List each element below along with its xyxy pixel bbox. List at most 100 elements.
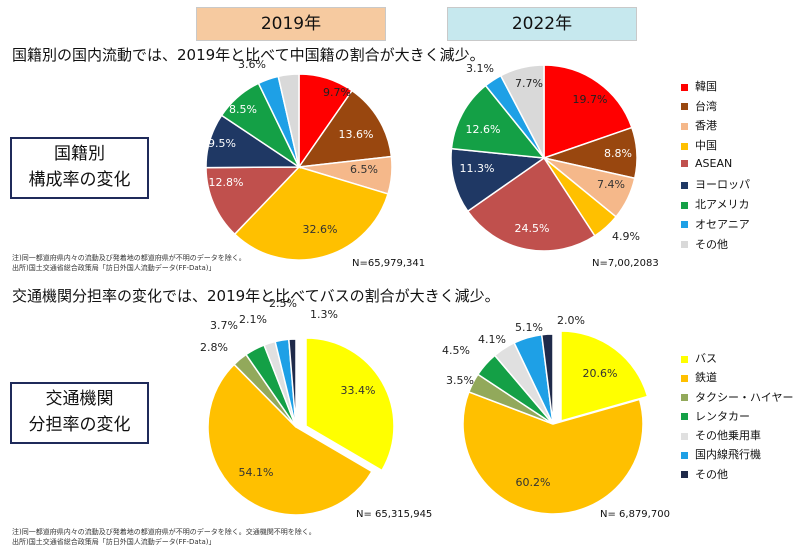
data-label-中国: 32.6% <box>303 223 338 236</box>
legend-swatch <box>681 221 688 229</box>
legend-swatch <box>681 355 688 363</box>
section2-side-title: 交通機関 分担率の変化 <box>10 382 149 444</box>
legend-label: ヨーロッパ <box>695 178 750 192</box>
section2-notes: 注)同一都道府県内々の流動及び発着地の都道府県が不明のデータを除く。交通機関不明… <box>12 527 316 547</box>
data-label-オセアニア: 3.1% <box>466 62 494 75</box>
data-label-ASEAN: 12.8% <box>209 176 244 189</box>
legend-item: 国内線飛行機 <box>681 446 793 465</box>
data-label-鉄道: 54.1% <box>239 466 274 479</box>
section1-headline: 国籍別の国内流動では、2019年と比べて中国籍の割合が大きく減少。 <box>12 46 485 64</box>
data-label-ヨーロッパ: 11.3% <box>460 162 495 175</box>
legend-swatch <box>681 432 688 440</box>
legend-swatch <box>681 471 688 479</box>
legend-item: 鉄道 <box>681 369 793 388</box>
side-title-line1: 国籍別 <box>54 144 105 164</box>
data-label-その他: 1.3% <box>310 308 338 321</box>
data-label-タクシー・ハイヤー: 2.8% <box>200 341 228 354</box>
legend-label: 中国 <box>695 139 717 153</box>
legend-swatch <box>681 103 688 111</box>
data-label-その他乗用車: 2.1% <box>239 313 267 326</box>
legend-item: 韓国 <box>681 78 750 98</box>
legend-swatch <box>681 142 688 150</box>
data-label-国内線飛行機: 5.1% <box>515 321 543 334</box>
legend-item: レンタカー <box>681 408 793 427</box>
pie-slice-その他 <box>277 73 300 168</box>
legend-swatch <box>681 413 688 421</box>
data-label-国内線飛行機: 2.5% <box>269 297 297 310</box>
legend-item: その他 <box>681 466 793 485</box>
chart3-n-label: N= 65,315,945 <box>356 509 433 520</box>
side-title-line2: 構成率の変化 <box>28 170 131 190</box>
pie-chart-4 <box>462 330 649 515</box>
data-label-鉄道: 60.2% <box>516 476 551 489</box>
note-line: 注)同一都道府県内々の流動及び発着地の都道府県が不明のデータを除く。 <box>12 254 246 262</box>
pie-slice-鉄道 <box>207 363 373 516</box>
legend-2: バス鉄道タクシー・ハイヤー レンタカーその他乗用車 国内線飛行機 その他 <box>681 350 793 485</box>
data-label-ASEAN: 24.5% <box>515 222 550 235</box>
legend-label: バス <box>695 352 717 365</box>
pie-slice-バス <box>305 337 395 472</box>
legend-label: 韓国 <box>695 80 717 93</box>
legend-label: タクシー・ハイヤー <box>695 390 794 404</box>
pie-chart-3 <box>207 337 395 516</box>
legend-label: その他 <box>695 467 728 481</box>
legend-swatch <box>681 181 688 189</box>
pie-chart-1 <box>205 73 393 261</box>
data-label-中国: 4.9% <box>612 230 640 243</box>
pie-chart-2 <box>450 64 638 252</box>
legend-swatch <box>681 160 688 168</box>
data-label-バス: 20.6% <box>583 367 618 380</box>
chart1-n-label: N=65,979,341 <box>352 258 426 269</box>
pie-slice-ASEAN <box>205 166 301 236</box>
data-label-香港: 6.5% <box>350 163 378 176</box>
legend-label: 国内線飛行機 <box>695 448 761 462</box>
legend-1: 韓国台湾香港中国 ASEAN ヨーロッパ北アメリカオセアニアその他 <box>681 78 750 255</box>
legend-label: 台湾 <box>695 99 717 113</box>
data-label-ヨーロッパ: 9.5% <box>208 137 236 150</box>
legend-item: その他 <box>681 236 750 256</box>
data-label-その他乗用車: 4.1% <box>478 333 506 346</box>
legend-item: バス <box>681 350 793 369</box>
pie-slice-ヨーロッパ <box>450 147 547 213</box>
data-label-北アメリカ: 12.6% <box>466 123 501 136</box>
legend-item: 香港 <box>681 117 750 137</box>
legend-label: オセアニア <box>695 217 750 231</box>
legend-label: 北アメリカ <box>695 198 750 212</box>
legend-label: その他乗用車 <box>695 429 761 443</box>
chart4-n-label: N= 6,879,700 <box>600 509 670 520</box>
legend-swatch <box>681 201 688 209</box>
section1-side-title: 国籍別 構成率の変化 <box>10 137 149 199</box>
legend-item: その他乗用車 <box>681 427 793 446</box>
legend-label: その他 <box>695 237 728 251</box>
year-2022-header: 2022年 <box>447 7 637 41</box>
legend-swatch <box>681 83 688 91</box>
data-label-レンタカー: 3.7% <box>210 319 238 332</box>
data-label-台湾: 8.8% <box>604 147 632 160</box>
pie-slice-その他 <box>499 64 545 159</box>
year-2019-header: 2019年 <box>196 7 386 41</box>
pie-slice-ASEAN <box>466 156 596 252</box>
data-label-香港: 7.4% <box>597 178 625 191</box>
legend-item: ヨーロッパ <box>681 176 750 196</box>
legend-swatch <box>681 451 688 459</box>
pie-slice-鉄道 <box>462 390 644 515</box>
data-label-台湾: 13.6% <box>339 128 374 141</box>
data-label-韓国: 19.7% <box>573 93 608 106</box>
data-label-その他: 7.7% <box>515 77 543 90</box>
chart2-n-label: N=7,00,2083 <box>592 258 659 269</box>
legend-label: ASEAN <box>695 156 733 170</box>
legend-item: 中国 <box>681 137 750 157</box>
section2-headline: 交通機関分担率の変化では、2019年と比べてバスの割合が大きく減少。 <box>12 287 500 305</box>
pie-slice-バス <box>560 330 649 422</box>
legend-label: 鉄道 <box>695 371 717 385</box>
legend-item: 台湾 <box>681 98 750 118</box>
data-label-レンタカー: 4.5% <box>442 344 470 357</box>
pie-slice-北アメリカ <box>450 84 546 159</box>
side-title-line2: 分担率の変化 <box>28 415 131 435</box>
legend-item: 北アメリカ <box>681 196 750 216</box>
source-line: 出所)国土交通省総合政策局「訪日外国人流動データ(FF-Data)」 <box>12 538 216 546</box>
data-label-その他: 3.6% <box>238 58 266 71</box>
legend-label: レンタカー <box>695 409 750 423</box>
data-label-タクシー・ハイヤー: 3.5% <box>446 374 474 387</box>
